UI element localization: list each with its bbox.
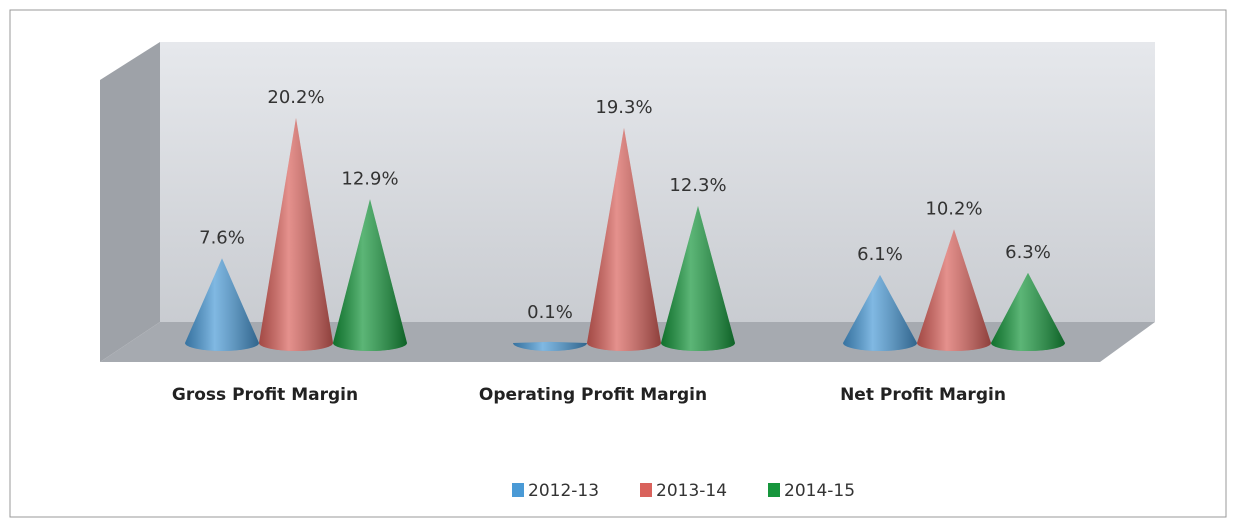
legend-label: 2012-13 — [528, 481, 599, 501]
cone-shade — [991, 272, 1065, 351]
cone-shade — [333, 199, 407, 351]
legend-swatch — [768, 483, 780, 497]
value-label: 12.9% — [341, 168, 398, 189]
value-label: 6.1% — [857, 244, 903, 265]
cone-shade — [185, 258, 259, 351]
legend-label: 2013-14 — [656, 481, 727, 501]
cone-shade — [259, 118, 333, 351]
value-label: 20.2% — [267, 87, 324, 108]
value-label: 10.2% — [925, 198, 982, 219]
cone-shade — [917, 229, 991, 351]
legend-label: 2014-15 — [784, 481, 855, 501]
category-label: Net Profit Margin — [840, 385, 1006, 405]
value-label: 19.3% — [595, 97, 652, 118]
value-label: 0.1% — [527, 302, 573, 323]
cone-shade — [513, 341, 587, 351]
cone-shade — [661, 205, 735, 351]
value-label: 12.3% — [669, 175, 726, 196]
back-wall — [160, 42, 1155, 322]
category-label: Operating Profit Margin — [479, 385, 707, 405]
value-label: 6.3% — [1005, 242, 1051, 263]
legend-swatch — [512, 483, 524, 497]
value-label: 7.6% — [199, 227, 245, 248]
side-wall — [100, 42, 160, 362]
cone-shade — [843, 275, 917, 351]
category-label: Gross Profit Margin — [172, 385, 358, 405]
legend-swatch — [640, 483, 652, 497]
cone-shade — [587, 128, 661, 351]
